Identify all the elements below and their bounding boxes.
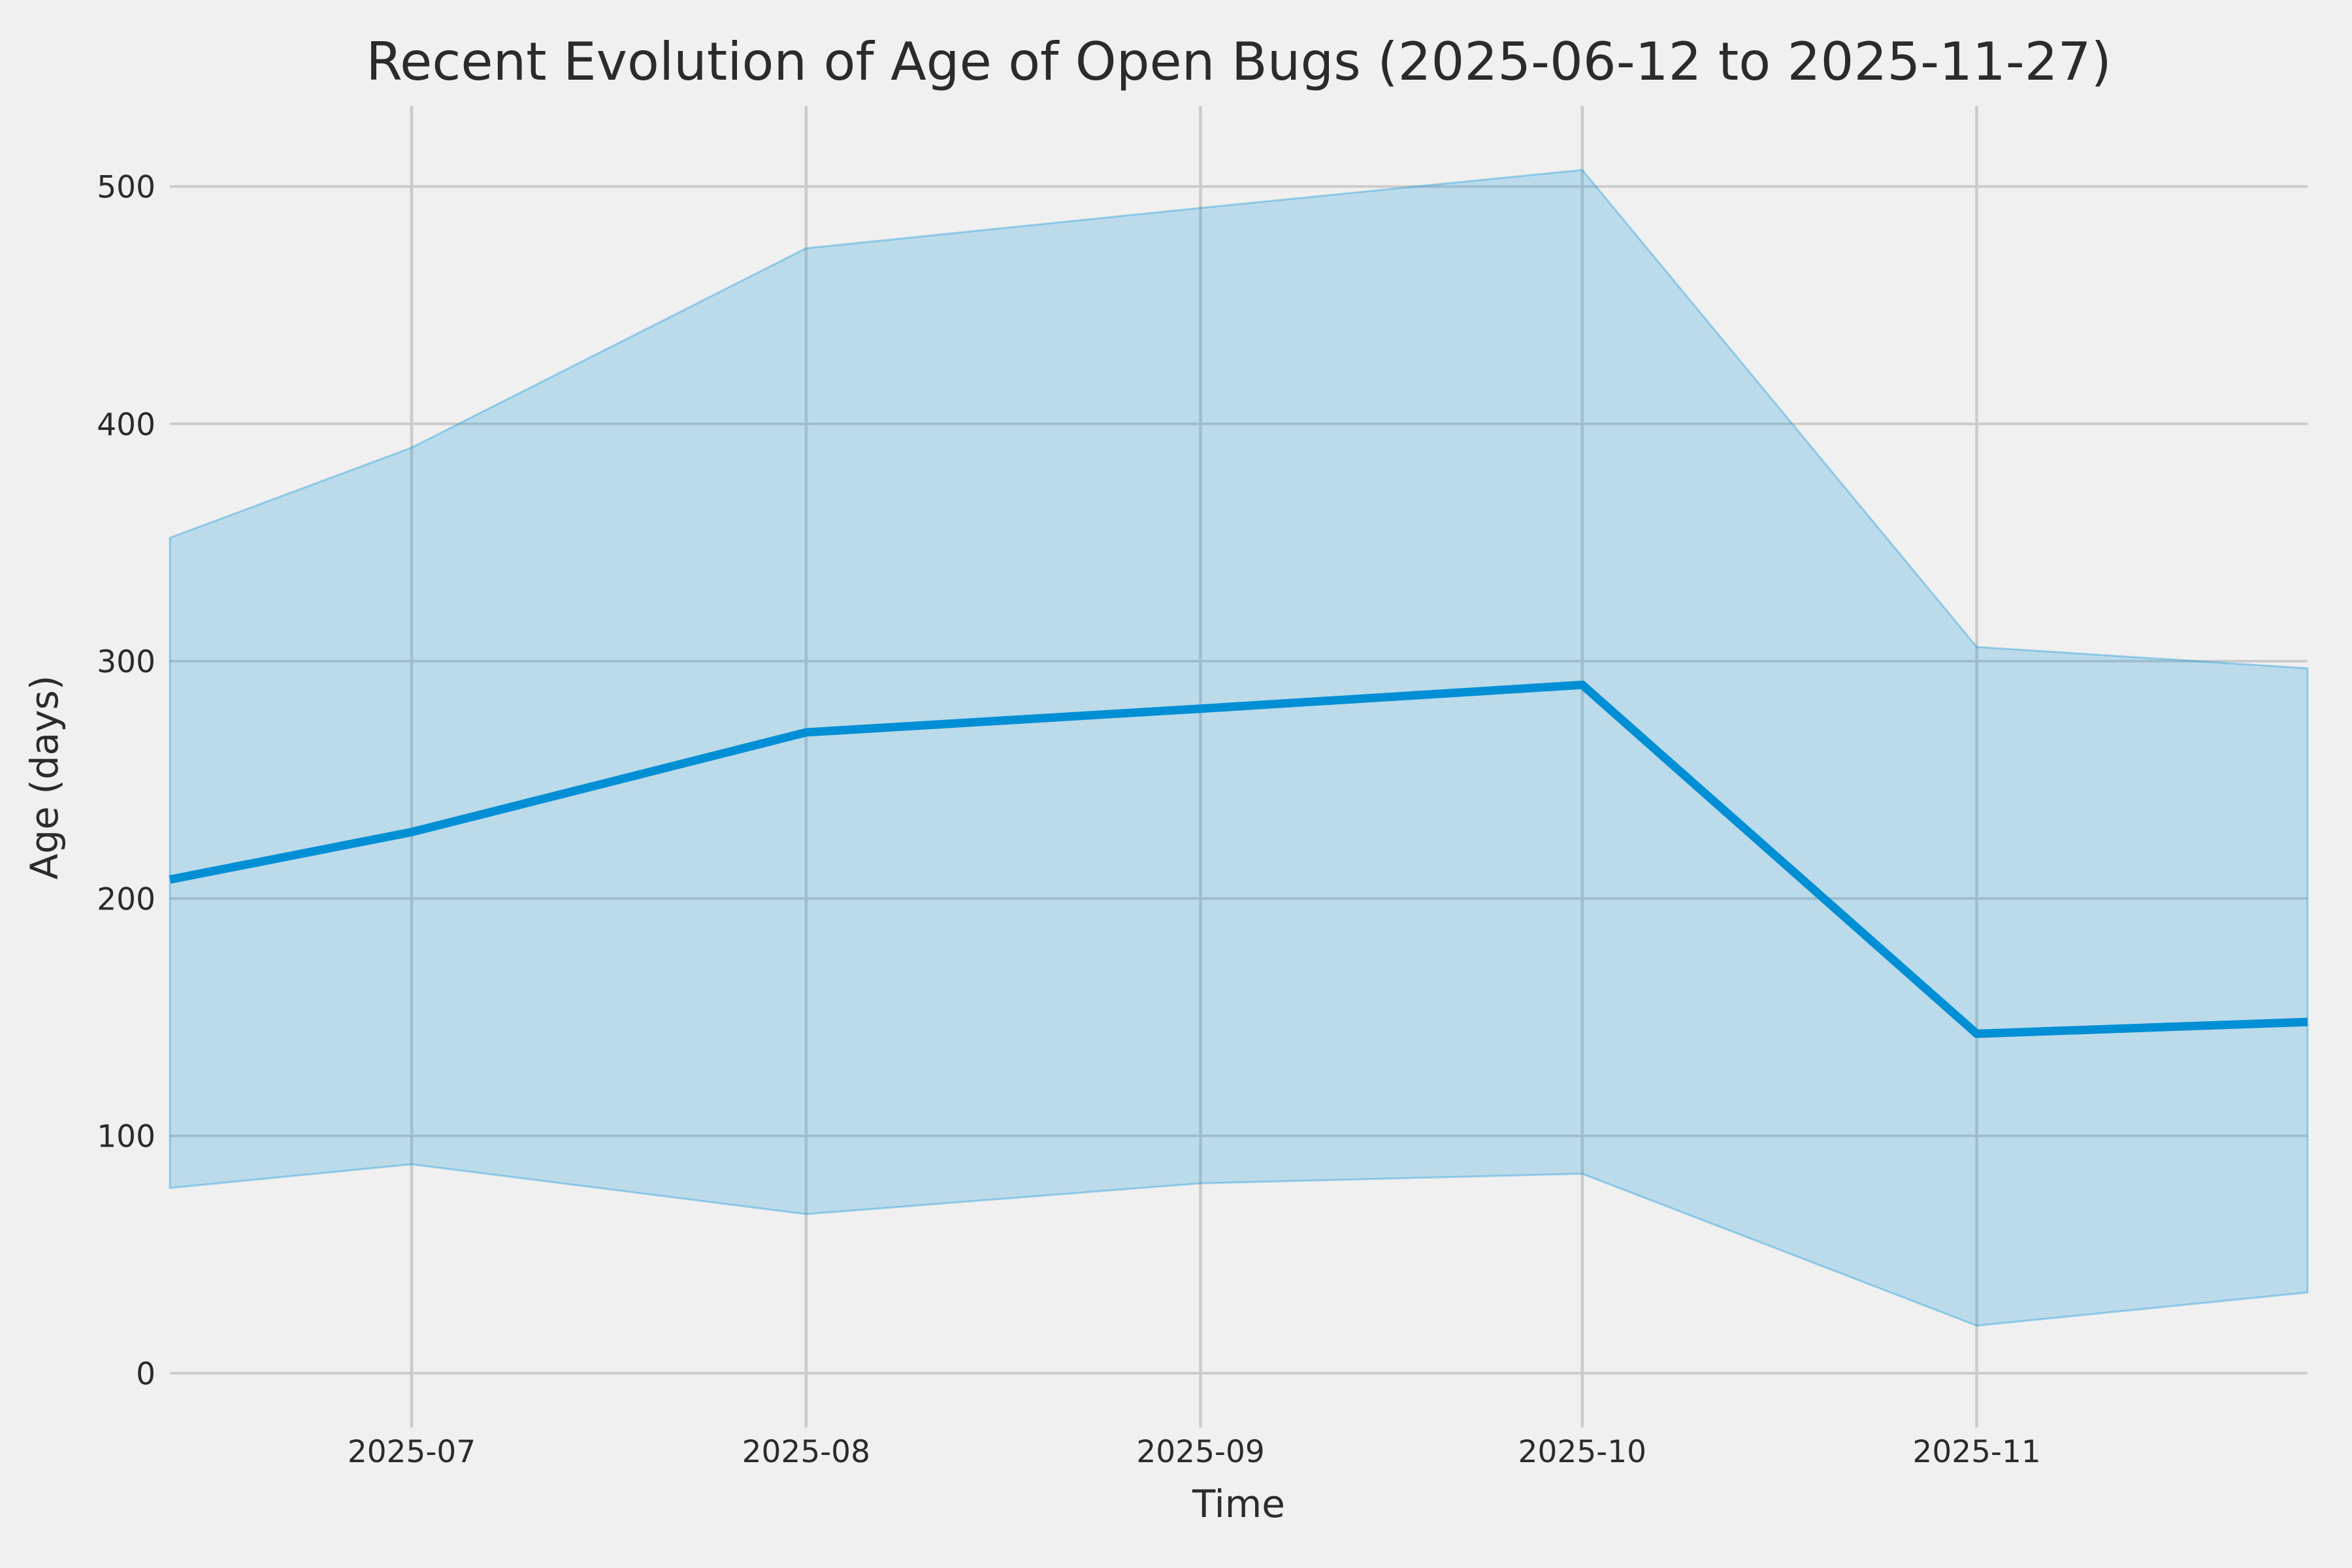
grid-layer [170,106,2308,1404]
y-tick-labels: 0 100 200 300 400 500 [97,170,155,1392]
x-tick-label: 2025-09 [1136,1434,1264,1470]
x-tick-label: 2025-07 [348,1434,476,1470]
tickmark-layer [410,1404,1978,1428]
y-tick-label: 0 [136,1356,155,1392]
y-tick-label: 400 [97,407,155,443]
y-tick-label: 200 [97,881,155,917]
y-axis-title: Age (days) [22,676,67,880]
y-tick-label: 100 [97,1119,155,1155]
x-tick-label: 2025-10 [1518,1434,1646,1470]
chart-title: Recent Evolution of Age of Open Bugs (20… [366,31,2112,92]
mean-line-layer [169,680,2308,1038]
x-tick-label: 2025-11 [1912,1434,2040,1470]
confidence-band [169,169,2309,1327]
y-tick-label: 500 [97,170,155,206]
x-tick-labels: 2025-07 2025-08 2025-09 2025-10 2025-11 [348,1434,2041,1470]
confidence-band-layer [169,169,2309,1327]
x-tick-label: 2025-08 [742,1434,870,1470]
mean-line [169,680,2308,1038]
y-tick-label: 300 [97,644,155,680]
x-axis-title: Time [1192,1482,1285,1526]
